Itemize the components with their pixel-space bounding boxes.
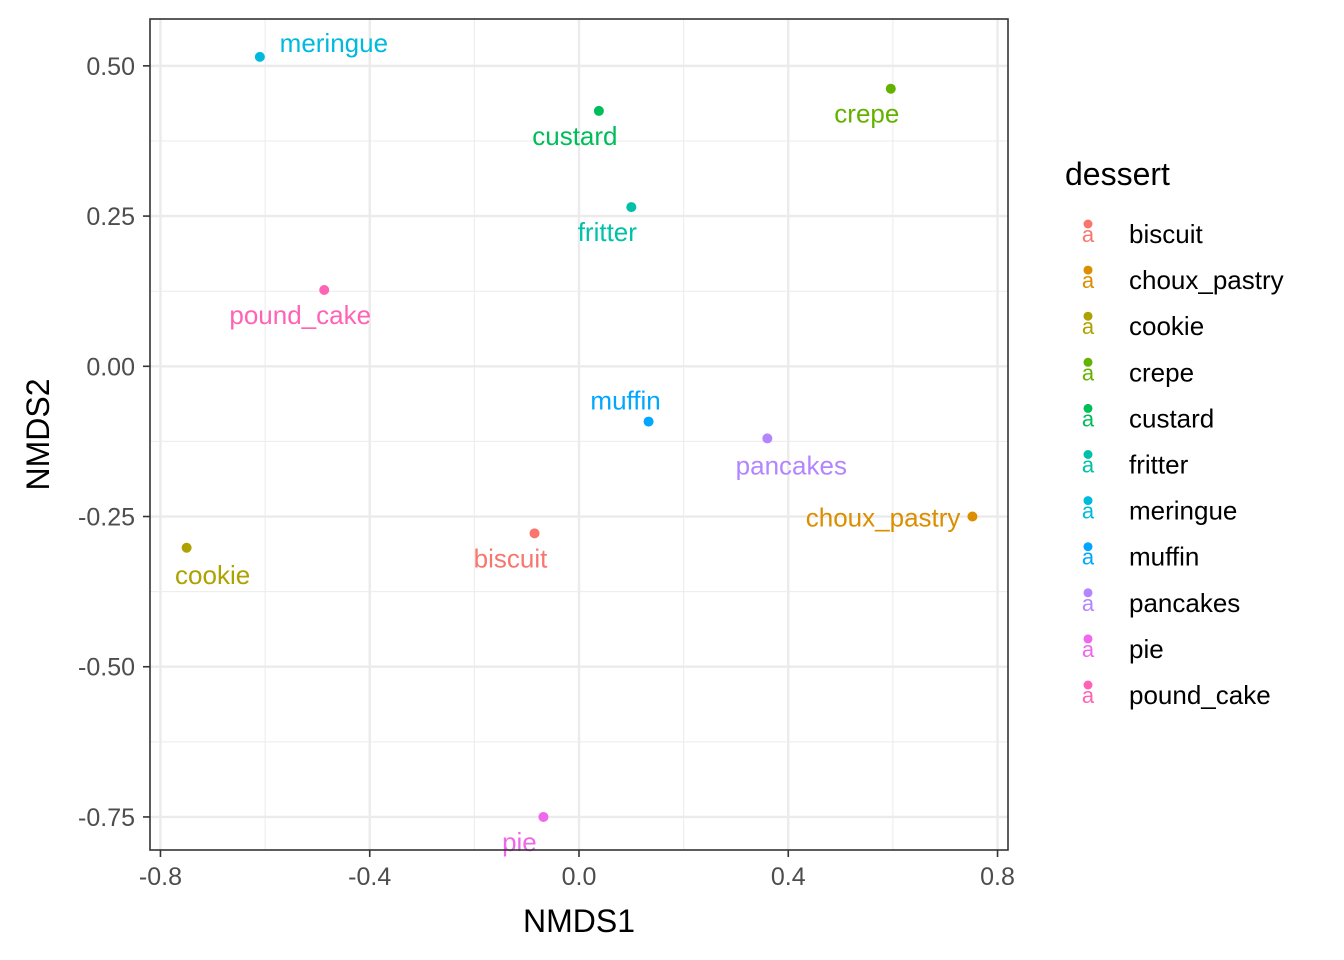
legend-key-fritter: a [1082, 453, 1095, 478]
data-label-pound-cake: pound_cake [229, 300, 371, 330]
x-tick-label: -0.4 [348, 863, 391, 891]
data-label-meringue: meringue [280, 28, 388, 58]
y-tick-label: -0.25 [78, 504, 135, 532]
data-point-choux-pastry [967, 511, 978, 522]
legend-point-biscuit [1083, 219, 1093, 229]
legend-title: dessert [1065, 156, 1170, 192]
data-label-muffin: muffin [590, 386, 660, 416]
legend-point-choux-pastry [1083, 265, 1093, 275]
legend-label-meringue: meringue [1129, 496, 1237, 526]
legend-key-biscuit: a [1082, 222, 1095, 247]
legend-label-crepe: crepe [1129, 357, 1194, 387]
y-axis-title: NMDS2 [20, 378, 56, 490]
legend-point-cookie [1083, 311, 1093, 321]
legend-point-custard [1083, 403, 1093, 413]
x-axis: -0.8 -0.4 0.0 0.4 0.8 [139, 850, 1015, 891]
y-tick-label: -0.75 [78, 804, 135, 832]
data-label-cookie: cookie [175, 560, 250, 590]
legend-label-pie: pie [1129, 634, 1164, 664]
data-point-pancakes [762, 433, 773, 444]
legend-key-custard: a [1082, 406, 1095, 431]
data-point-pie [538, 811, 549, 822]
y-axis: -0.75 -0.50 -0.25 0.00 0.25 0.50 [78, 53, 150, 832]
legend-key-pancakes: a [1082, 591, 1095, 616]
y-tick-label: 0.50 [86, 53, 135, 81]
legend-point-meringue [1083, 496, 1093, 506]
legend-key-pie: a [1082, 637, 1095, 662]
legend-label-pound-cake: pound_cake [1129, 680, 1271, 710]
y-tick-label: -0.50 [78, 654, 135, 682]
data-point-biscuit [529, 528, 540, 539]
data-point-pound-cake [319, 284, 330, 295]
data-points [181, 51, 978, 822]
legend-point-pie [1083, 634, 1093, 644]
legend-key-crepe: a [1082, 360, 1095, 385]
legend-label-cookie: cookie [1129, 311, 1204, 341]
major-gridlines [150, 19, 1008, 850]
x-tick-label: 0.4 [771, 863, 806, 891]
data-label-crepe: crepe [834, 99, 899, 129]
y-tick-label: 0.25 [86, 203, 135, 231]
data-point-fritter [626, 202, 637, 213]
legend-label-custard: custard [1129, 403, 1214, 433]
legend-key-cookie: a [1082, 314, 1095, 339]
data-point-muffin [643, 416, 654, 427]
data-label-choux-pastry: choux_pastry [806, 503, 961, 533]
data-point-crepe [885, 83, 896, 94]
legend-key-pound-cake: a [1082, 683, 1095, 708]
legend-point-crepe [1083, 357, 1093, 367]
x-tick-label: 0.0 [562, 863, 597, 891]
y-tick-label: 0.00 [86, 353, 135, 381]
legend-point-muffin [1083, 542, 1093, 552]
legend-point-fritter [1083, 450, 1093, 459]
legend-key-choux-pastry: a [1082, 268, 1095, 293]
data-point-cookie [181, 542, 192, 553]
legend-key-muffin: a [1082, 545, 1095, 570]
legend-label-choux-pastry: choux_pastry [1129, 265, 1284, 295]
legend-point-pound-cake [1083, 680, 1093, 690]
legend-key-meringue: a [1082, 499, 1095, 524]
data-label-custard: custard [532, 121, 617, 151]
data-label-pancakes: pancakes [736, 450, 847, 480]
data-point-custard [593, 105, 604, 116]
data-label-fritter: fritter [578, 217, 638, 247]
legend-label-biscuit: biscuit [1129, 219, 1203, 249]
data-label-pie: pie [502, 827, 537, 857]
data-label-biscuit: biscuit [474, 543, 548, 573]
legend-label-fritter: fritter [1129, 450, 1189, 480]
legend-label-pancakes: pancakes [1129, 588, 1240, 618]
legend-label-muffin: muffin [1129, 542, 1199, 572]
x-tick-label: 0.8 [980, 863, 1015, 891]
x-tick-label: -0.8 [139, 863, 182, 891]
data-point-meringue [254, 51, 265, 62]
x-axis-title: NMDS1 [523, 903, 635, 939]
legend-point-pancakes [1083, 588, 1093, 598]
